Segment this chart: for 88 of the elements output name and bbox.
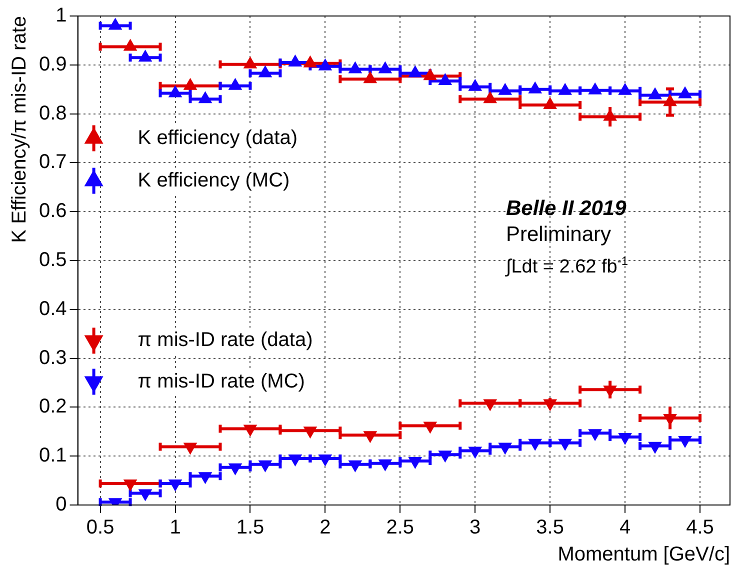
point — [288, 454, 302, 466]
point — [244, 56, 257, 68]
point — [378, 62, 392, 74]
x-tick-label: 4 — [619, 516, 631, 539]
x-tick-label: 2 — [320, 516, 331, 539]
point — [438, 74, 452, 86]
x-tick-label: 2.5 — [386, 516, 414, 539]
point — [408, 66, 422, 78]
x-tick-label: 3.5 — [536, 516, 564, 539]
annotation: Preliminary — [506, 222, 612, 248]
point — [184, 442, 197, 454]
point — [663, 414, 677, 426]
point — [108, 18, 122, 30]
y-tick-label: 0.4 — [38, 298, 67, 320]
y-tick-label: 0.7 — [38, 151, 67, 174]
point — [558, 83, 572, 95]
point — [588, 429, 602, 441]
point — [678, 436, 692, 448]
x-tick-label: 0.5 — [86, 516, 114, 539]
legend-label: K efficiency (data) — [138, 126, 298, 149]
point — [304, 56, 317, 68]
point — [124, 479, 137, 491]
x-tick-label: 1 — [170, 516, 181, 539]
point — [168, 86, 182, 98]
point — [603, 386, 617, 398]
point — [304, 426, 317, 438]
point — [228, 78, 242, 90]
legend-label: K efficiency (MC) — [138, 169, 290, 192]
point — [318, 58, 332, 70]
point — [438, 450, 452, 462]
y-tick-label: 0.6 — [38, 200, 67, 222]
point — [648, 88, 662, 100]
point — [138, 489, 152, 501]
point — [424, 68, 437, 80]
point — [364, 431, 377, 443]
y-tick-label: 1 — [56, 4, 67, 27]
legend-label: π mis-ID rate (data) — [138, 329, 313, 352]
point — [424, 422, 437, 434]
point — [484, 399, 497, 411]
point — [348, 62, 362, 74]
point — [318, 454, 332, 466]
y-tick-label: 0.9 — [38, 53, 67, 76]
y-tick-label: 0.3 — [38, 346, 67, 369]
point — [288, 54, 302, 66]
point — [378, 459, 392, 471]
point — [184, 78, 197, 90]
point — [663, 94, 677, 106]
y-tick-label: 0.2 — [38, 396, 67, 418]
point — [558, 438, 572, 450]
point — [468, 79, 482, 91]
point — [468, 446, 482, 458]
point — [364, 72, 377, 84]
point — [544, 399, 557, 411]
y-axis-title: K Efficiency/π mis-ID rate — [8, 16, 31, 243]
x-tick-label: 4.5 — [686, 516, 714, 539]
point — [168, 479, 182, 491]
point — [588, 82, 602, 94]
point — [198, 472, 212, 484]
point — [348, 460, 362, 472]
x-axis-title: Momentum [GeV/c] — [558, 544, 730, 566]
point — [258, 460, 272, 472]
point — [124, 39, 137, 51]
y-tick-label: 0.1 — [38, 444, 67, 467]
point — [408, 456, 422, 468]
x-tick-label: 3 — [470, 516, 481, 539]
y-tick-label: 0 — [56, 494, 67, 516]
point — [258, 66, 272, 78]
point — [528, 82, 542, 94]
annotation: Belle II 2019 — [506, 196, 628, 222]
point — [138, 50, 152, 62]
x-tick-label: 1.5 — [236, 516, 264, 539]
legend-label: π mis-ID rate (MC) — [138, 370, 305, 392]
point — [528, 438, 542, 450]
point — [618, 433, 632, 445]
y-tick-label: 0.5 — [38, 249, 67, 272]
point — [648, 442, 662, 454]
point — [198, 92, 212, 104]
annotation: ∫Ldt = 2.62 fb$^{-1}$ — [506, 253, 628, 280]
point — [228, 463, 242, 475]
point — [678, 86, 692, 98]
y-tick-label: 0.8 — [38, 102, 67, 124]
point — [618, 83, 632, 95]
point — [544, 98, 557, 109]
point — [603, 109, 617, 121]
point — [498, 83, 512, 95]
point — [244, 424, 257, 436]
point — [484, 92, 497, 104]
point — [498, 442, 512, 454]
